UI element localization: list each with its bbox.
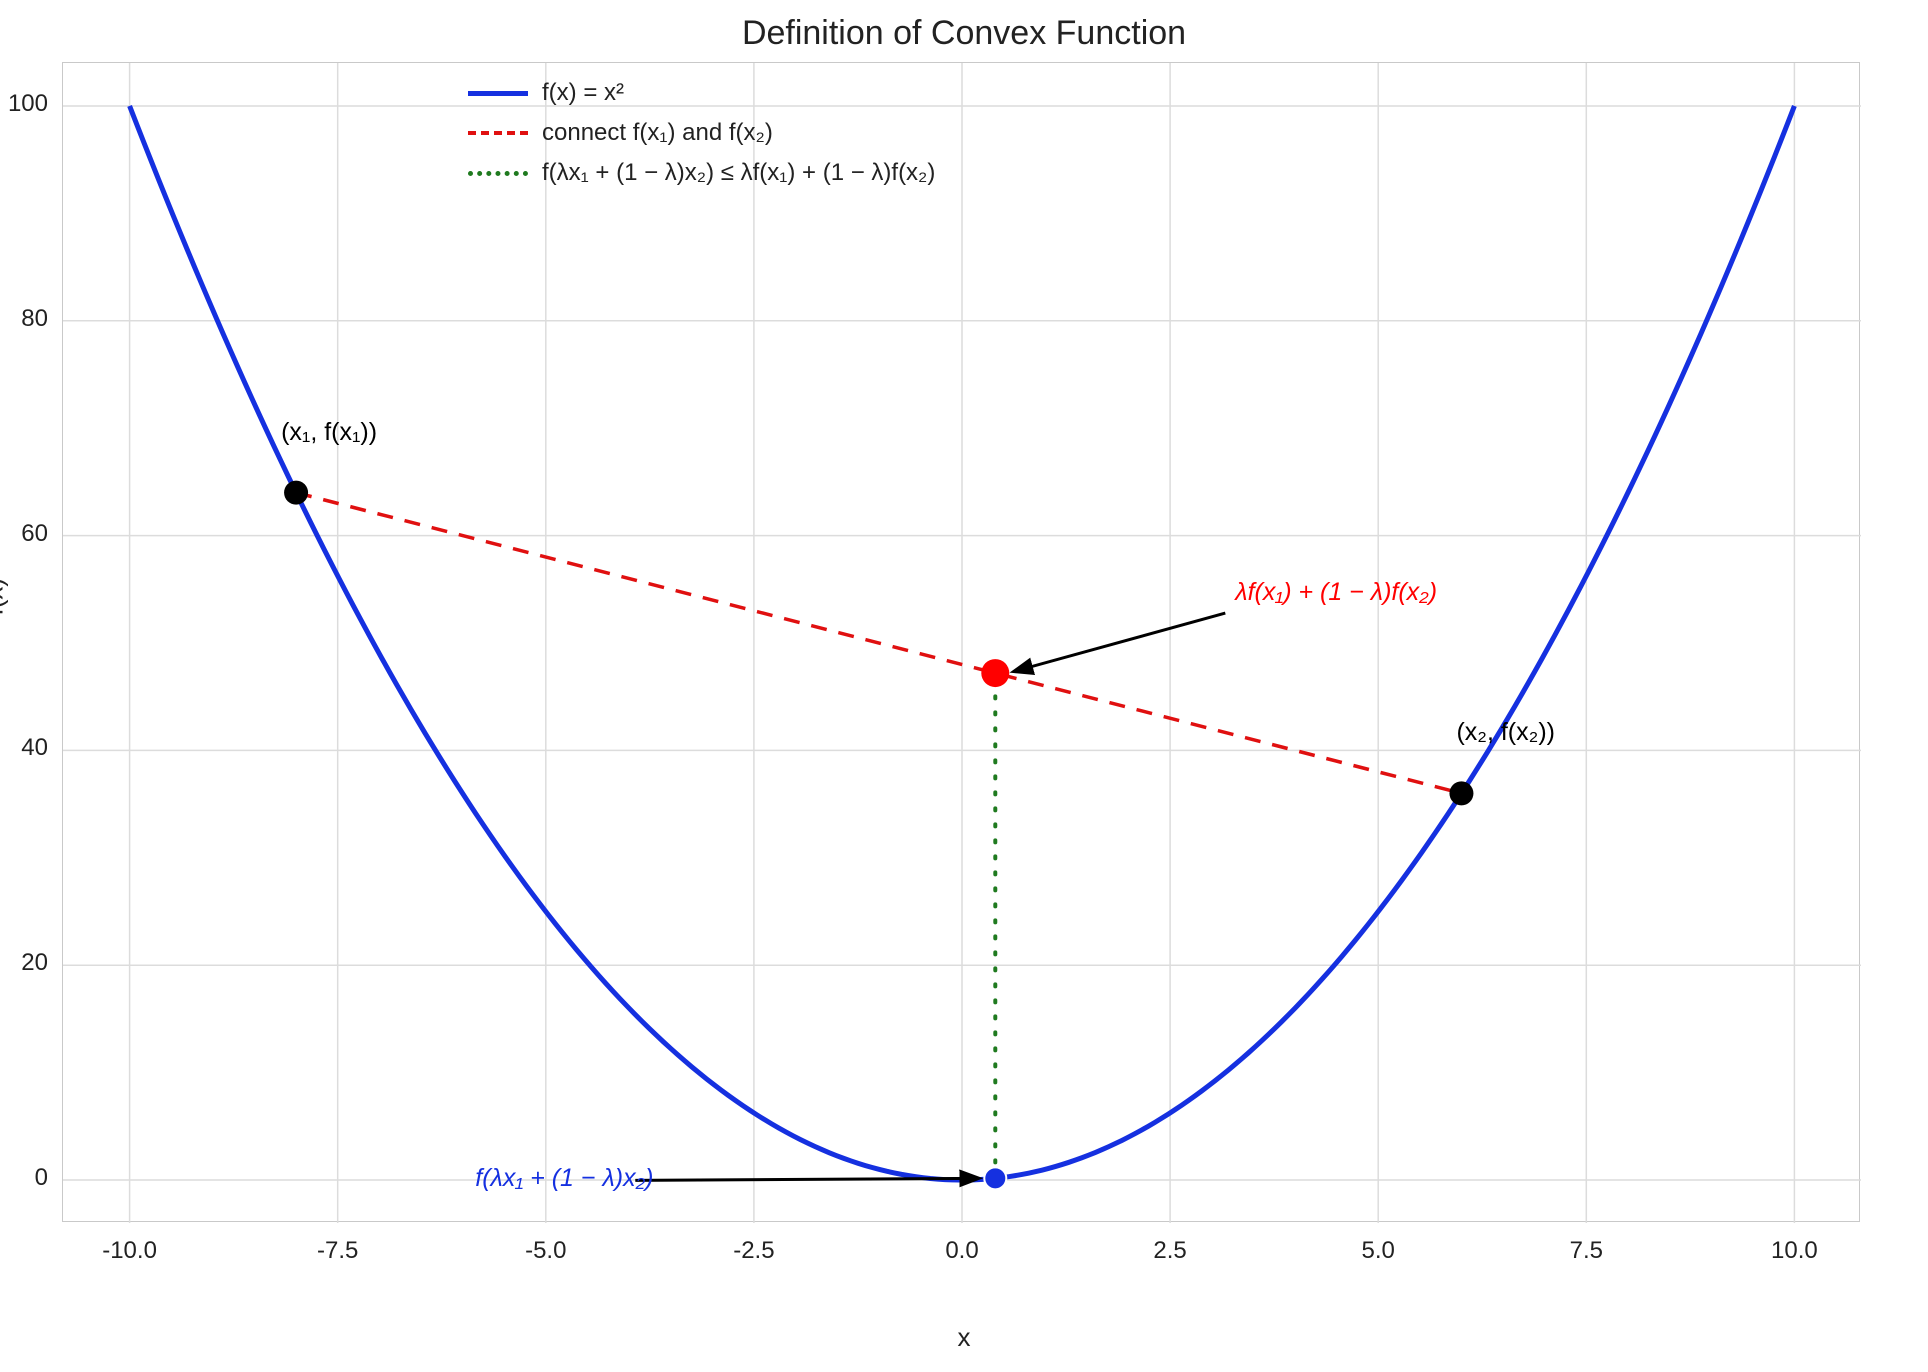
legend-swatch-1 (468, 131, 528, 135)
chart-title: Definition of Convex Function (0, 14, 1928, 53)
ytick-label-40: 40 (0, 734, 48, 762)
label-convex-value: f(λx₁ + (1 − λ)x₂) (475, 1164, 653, 1193)
label-point-x1: (x₁, f(x₁)) (281, 418, 377, 447)
label-point-x2: (x₂, f(x₂)) (1456, 718, 1555, 747)
xtick-label--5: -5.0 (501, 1237, 591, 1265)
ytick-label-60: 60 (0, 520, 48, 548)
point-lambda-weighted[interactable] (981, 659, 1009, 687)
xtick-label--2.5: -2.5 (709, 1237, 799, 1265)
legend-label-1: connect f(x₁) and f(x₂) (542, 119, 773, 147)
xtick-label-7.5: 7.5 (1541, 1237, 1631, 1265)
legend-item-0: f(x) = x² (468, 78, 935, 108)
legend-swatch-2 (468, 171, 528, 176)
xtick-label-0: 0.0 (917, 1237, 1007, 1265)
legend-item-1: connect f(x₁) and f(x₂) (468, 118, 935, 148)
x-axis-label: x (0, 1322, 1928, 1353)
ytick-label-0: 0 (0, 1164, 48, 1192)
legend-swatch-0 (468, 91, 528, 96)
chart-root: Definition of Convex Function 0 20 40 60 80 1… (0, 0, 1928, 1372)
ytick-label-20: 20 (0, 949, 48, 977)
ytick-label-80: 80 (0, 305, 48, 333)
xtick-label-5: 5.0 (1333, 1237, 1423, 1265)
legend-label-2: f(λx₁ + (1 − λ)x₂) ≤ λf(x₁) + (1 − λ)f(x… (542, 159, 935, 187)
legend-item-2: f(λx₁ + (1 − λ)x₂) ≤ λf(x₁) + (1 − λ)f(x… (468, 158, 935, 188)
xtick-label--10: -10.0 (85, 1237, 175, 1265)
legend-box: f(x) = x² connect f(x₁) and f(x₂) f(λx₁ + … (468, 78, 935, 198)
point-x1[interactable] (284, 481, 308, 505)
xtick-label-2.5: 2.5 (1125, 1237, 1215, 1265)
xtick-label-10: 10.0 (1749, 1237, 1839, 1265)
label-lambda-weighted: λf(x₁) + (1 − λ)f(x₂) (1235, 578, 1437, 607)
point-convex-value[interactable] (984, 1167, 1006, 1189)
y-axis-label: f(x) (0, 578, 10, 616)
plot-svg (63, 63, 1861, 1223)
xtick-label--7.5: -7.5 (293, 1237, 383, 1265)
plot-area: 0 20 40 60 80 100 -10.0 -7.5 -5.0 -2.5 0.0 2.5 5.0 7… (62, 62, 1860, 1222)
legend-label-0: f(x) = x² (542, 79, 624, 107)
point-x2[interactable] (1449, 781, 1473, 805)
ytick-label-100: 100 (0, 90, 48, 118)
